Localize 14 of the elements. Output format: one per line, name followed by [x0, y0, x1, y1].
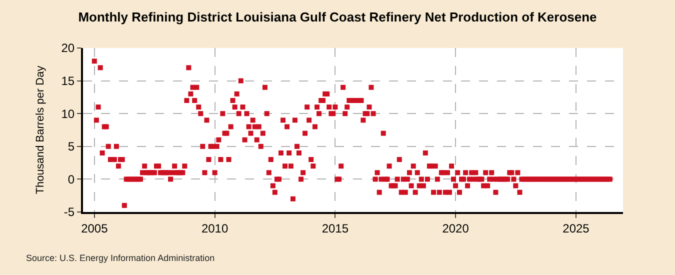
y-axis-title: Thousand Barrels per Day	[34, 65, 46, 194]
x-tick-label: 2010	[201, 221, 228, 236]
y-tick-label: -5	[64, 205, 75, 220]
x-tick-label: 2025	[562, 221, 590, 236]
chart-title: Monthly Refining District Louisiana Gulf Coast Refinery Net Production of Kerosene	[78, 9, 597, 24]
source-note: Source: U.S. Energy Information Administration	[26, 253, 215, 263]
x-tick-label: 2020	[442, 221, 470, 236]
y-tick-label: 20	[61, 41, 75, 56]
y-tick-label: 15	[61, 74, 75, 88]
y-tick-label: 10	[61, 106, 75, 121]
y-tick-label: 0	[68, 172, 75, 186]
y-tick-label: 5	[68, 140, 75, 154]
x-tick-label: 2015	[322, 221, 349, 236]
x-tick-label: 2005	[81, 221, 108, 236]
